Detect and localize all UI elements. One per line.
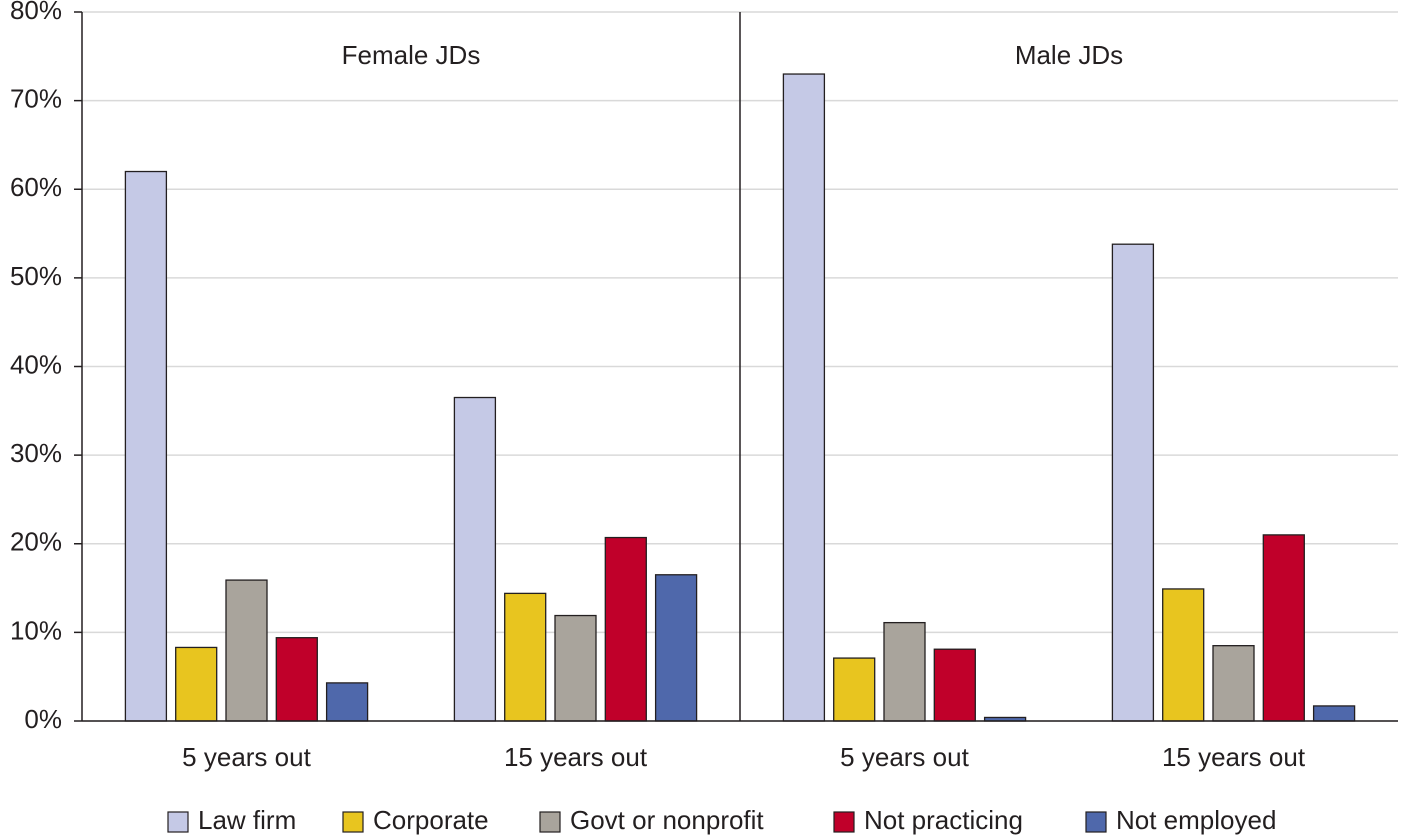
legend-label: Law firm — [198, 805, 296, 835]
bar — [175, 646, 218, 722]
bar — [933, 648, 976, 722]
y-tick-label: 10% — [10, 615, 62, 645]
x-tick-label: 5 years out — [182, 742, 311, 772]
y-tick-label: 30% — [10, 438, 62, 468]
bar — [604, 536, 647, 722]
bar — [1162, 588, 1205, 722]
bar — [504, 592, 547, 722]
y-tick-label: 70% — [10, 84, 62, 114]
bar — [554, 614, 597, 722]
legend-swatch — [342, 811, 364, 833]
legend-label: Not practicing — [864, 805, 1023, 835]
y-tick-label: 0% — [24, 704, 62, 734]
y-tick-label: 20% — [10, 527, 62, 557]
x-tick-label: 5 years out — [840, 742, 969, 772]
legend-label: Corporate — [373, 805, 489, 835]
bar — [225, 579, 268, 722]
x-tick-label: 15 years out — [1162, 742, 1306, 772]
bar — [1111, 243, 1155, 722]
legend-swatch — [539, 811, 561, 833]
legend-label: Not employed — [1116, 805, 1276, 835]
x-tick-label: 15 years out — [504, 742, 648, 772]
legend-swatch — [1085, 811, 1107, 833]
bar — [883, 621, 926, 722]
bar — [275, 637, 318, 722]
legend-label: Govt or nonprofit — [570, 805, 764, 835]
bar — [1212, 645, 1255, 722]
legend-swatch — [167, 811, 189, 833]
panel-label: Female JDs — [342, 40, 481, 70]
bar — [1312, 705, 1356, 722]
y-tick-label: 60% — [10, 172, 62, 202]
legend-swatch — [833, 811, 855, 833]
bar — [833, 657, 876, 722]
y-tick-label: 40% — [10, 349, 62, 379]
y-tick-label: 80% — [10, 0, 62, 25]
bar — [782, 73, 826, 722]
panel-label: Male JDs — [1015, 40, 1123, 70]
bar — [124, 170, 168, 722]
bar — [654, 574, 698, 722]
bar — [1262, 534, 1305, 722]
y-tick-label: 50% — [10, 261, 62, 291]
bar — [325, 682, 369, 722]
bar — [453, 396, 497, 722]
